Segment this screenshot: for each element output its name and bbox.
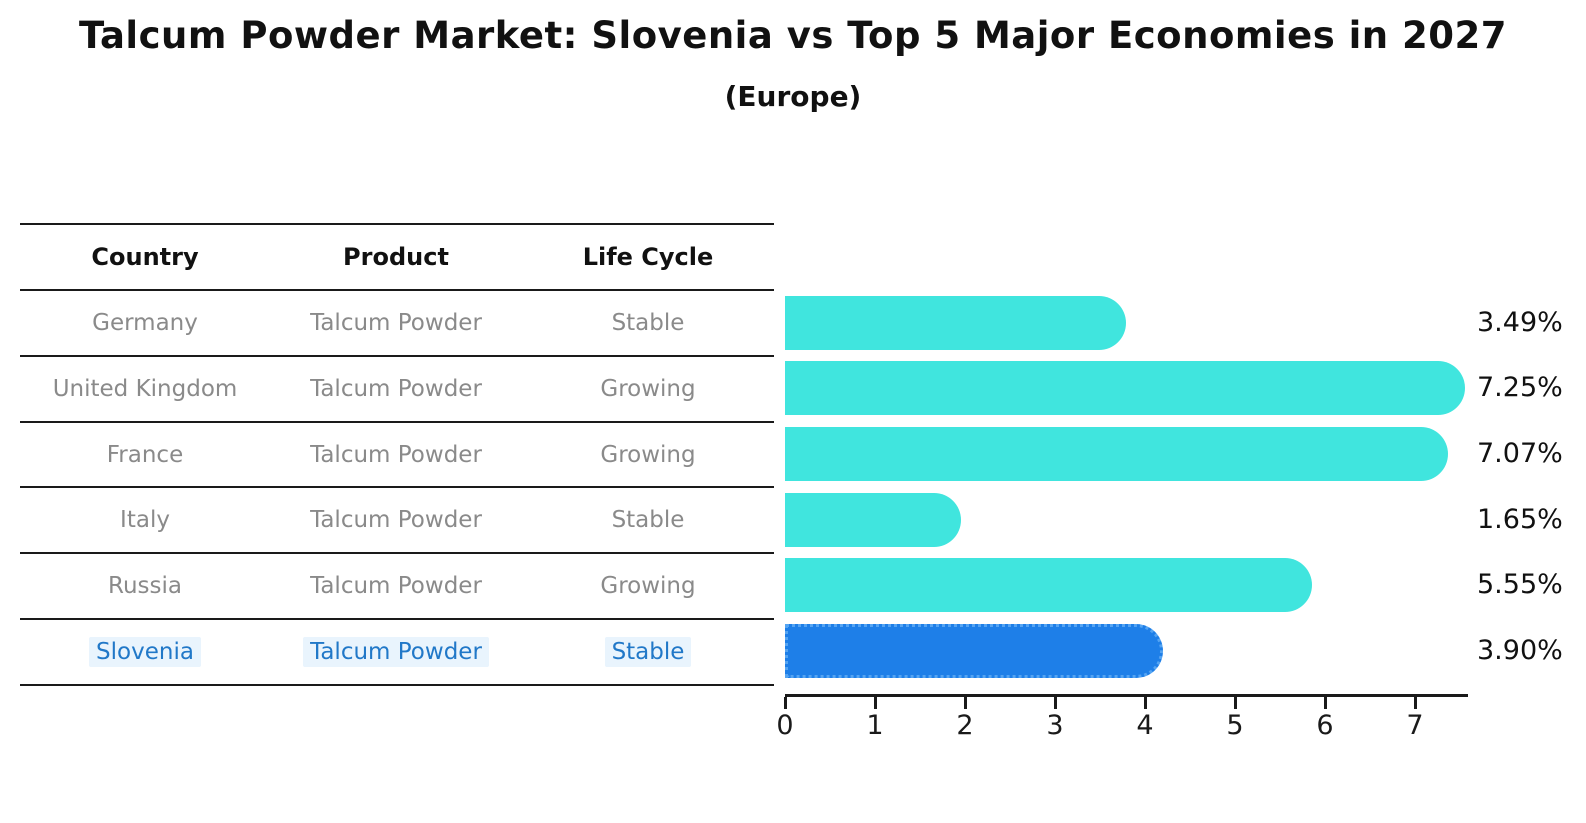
country-table: Country Product Life Cycle Germany Talcu…	[20, 223, 774, 686]
x-tick	[874, 697, 877, 709]
page-subtitle: (Europe)	[724, 80, 862, 113]
x-tick	[1324, 697, 1327, 709]
table-cell-product: Talcum Powder	[310, 309, 482, 336]
table-cell-product: Talcum Powder	[270, 637, 522, 668]
bar-italy	[785, 492, 961, 547]
table-header-row: Country Product Life Cycle	[20, 223, 774, 289]
table-cell-life-cycle: Stable	[611, 507, 685, 534]
column-header-product: Product	[343, 242, 449, 271]
bar-france	[785, 426, 1449, 481]
bar-value-label: 7.25%	[1477, 372, 1563, 404]
table-cell-product: Talcum Powder	[310, 507, 482, 534]
table-cell-life-cycle: Growing	[600, 573, 696, 600]
bar-value-label: 3.90%	[1477, 635, 1563, 667]
table-cell-country: United Kingdom	[52, 375, 238, 402]
x-tick	[1144, 697, 1147, 709]
x-tick-label: 0	[776, 710, 794, 741]
table-row: Slovenia Talcum Powder Stable	[20, 618, 774, 684]
bar-value-label: 5.55%	[1477, 569, 1563, 601]
table-cell-life-cycle: Growing	[600, 375, 696, 402]
bar-value-label: 1.65%	[1477, 503, 1563, 535]
table-row: United Kingdom Talcum Powder Growing	[20, 354, 774, 421]
x-tick-label: 1	[866, 710, 884, 741]
table-cell-country: Italy	[120, 507, 170, 534]
x-tick	[964, 697, 967, 709]
table-row: France Talcum Powder Growing	[20, 420, 774, 487]
bar-russia	[785, 558, 1312, 613]
table-cell-country: Russia	[108, 573, 182, 600]
table-cell-product: Talcum Powder	[310, 375, 482, 402]
x-tick	[1054, 697, 1057, 709]
table-cell-life-cycle: Stable	[522, 637, 774, 668]
bar-value-label: 7.07%	[1477, 437, 1563, 469]
page-title: Talcum Powder Market: Slovenia vs Top 5 …	[79, 14, 1507, 57]
table-row: Russia Talcum Powder Growing	[20, 552, 774, 618]
table-cell-life-cycle: Growing	[600, 441, 696, 468]
table-cell-country: France	[106, 441, 184, 468]
table-row: Germany Talcum Powder Stable	[20, 288, 774, 355]
table-cell-country: Slovenia	[20, 637, 270, 668]
bar-germany	[785, 295, 1127, 350]
x-tick-label: 7	[1406, 710, 1424, 741]
table-cell-country: Germany	[92, 309, 198, 336]
table-cell-product: Talcum Powder	[310, 573, 482, 600]
table-cell-product: Talcum Powder	[310, 441, 482, 468]
column-header-country: Country	[91, 242, 199, 271]
bar-slovenia	[785, 624, 1163, 679]
column-header-life-cycle: Life Cycle	[582, 242, 714, 271]
x-axis	[785, 694, 1468, 697]
table-cell-life-cycle: Stable	[611, 309, 685, 336]
bar-united-kingdom	[785, 361, 1465, 416]
x-tick-label: 4	[1136, 710, 1154, 741]
x-tick-label: 6	[1316, 710, 1334, 741]
bar-value-label: 3.49%	[1477, 306, 1563, 338]
x-tick-label: 5	[1226, 710, 1244, 741]
x-tick	[1414, 697, 1417, 709]
x-tick-label: 2	[956, 710, 974, 741]
x-tick	[1234, 697, 1237, 709]
x-tick	[784, 697, 787, 709]
table-row: Italy Talcum Powder Stable	[20, 486, 774, 552]
x-tick-label: 3	[1046, 710, 1064, 741]
